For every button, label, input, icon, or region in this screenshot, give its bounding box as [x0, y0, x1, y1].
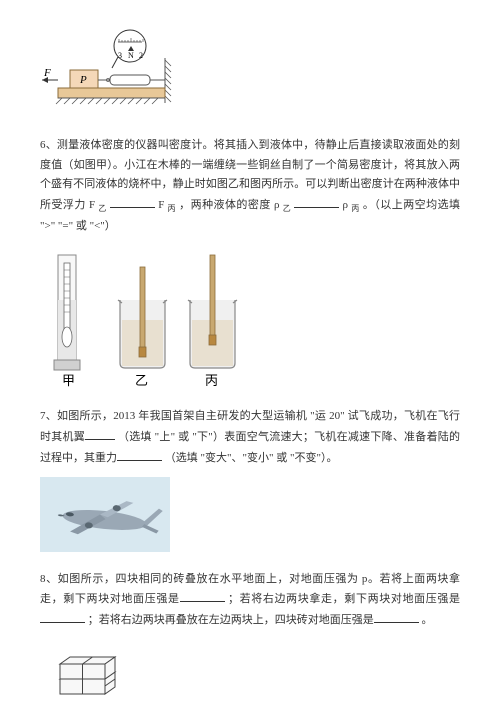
- label-p: P: [79, 74, 87, 86]
- q7-text: 7、如图所示，2013 年我国首架自主研发的大型运输机 "运 20" 试飞成功，…: [40, 407, 460, 468]
- figure-q8: [40, 639, 460, 712]
- mag-3: 3: [118, 51, 122, 60]
- figure-q7: [40, 477, 460, 560]
- q6-c-sub: 乙: [283, 204, 291, 213]
- q8-c: ；若将右边两块再叠放在左边两块上，四块砖对地面压强是: [88, 614, 374, 626]
- q6-blank1: [110, 195, 155, 208]
- figure-q5: P F 3 N 2: [40, 28, 460, 126]
- q8-blank2: [40, 610, 85, 623]
- q6-blank2: [294, 195, 339, 208]
- label-f: F: [43, 67, 51, 79]
- q6-d-sub: 丙: [351, 204, 359, 213]
- q8-blank3: [374, 610, 419, 623]
- mag-n: N: [128, 51, 134, 60]
- q6-b: F: [158, 199, 164, 211]
- q6-c: ，两种液体的密度 ρ: [179, 199, 279, 211]
- q6-d: ρ: [343, 199, 349, 211]
- q6-a-sub: 乙: [98, 204, 106, 213]
- figure-q6: 甲 乙 丙: [40, 245, 460, 398]
- label-jia: 甲: [62, 373, 75, 388]
- q7-blank2: [117, 448, 162, 461]
- q8-d: 。: [422, 614, 433, 626]
- q8-text: 8、如图所示，四块相同的砖叠放在水平地面上，对地面压强为 p。若将上面两块拿走，…: [40, 570, 460, 631]
- q6-b-sub: 丙: [168, 204, 176, 213]
- label-bing: 丙: [205, 373, 218, 388]
- label-yi: 乙: [135, 373, 148, 388]
- q8-blank1: [180, 589, 225, 602]
- q6-text: 6、测量液体密度的仪器叫密度计。将其插入到液体中，待静止后直接读取液面处的刻度值…: [40, 136, 460, 237]
- q8-b: ；若将右边两块拿走，剩下两块对地面压强是: [228, 593, 460, 605]
- q7-c: （选填 "变大"、"变小" 或 "不变"）。: [165, 452, 338, 464]
- q7-blank1: [85, 427, 115, 440]
- mag-2: 2: [139, 51, 143, 60]
